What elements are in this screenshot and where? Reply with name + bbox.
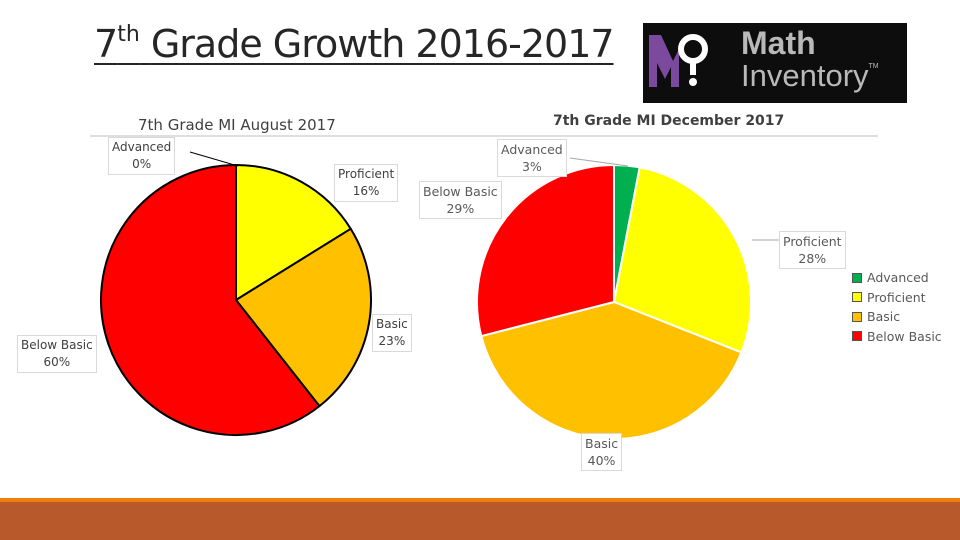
august-label-basic-value: 23% xyxy=(378,334,406,348)
december-label-basic: Basic 40% xyxy=(581,433,623,471)
december-label-proficient-name: Proficient xyxy=(783,234,842,249)
legend-item-advanced: Advanced xyxy=(852,268,942,288)
legend-swatch-advanced xyxy=(852,272,862,283)
august-slice-basic xyxy=(235,227,372,408)
legend-item-proficient: Proficient xyxy=(852,288,942,308)
title-superscript: th xyxy=(117,22,140,47)
legend-item-basic: Basic xyxy=(852,307,942,327)
math-inventory-logo: Math InventoryTM xyxy=(643,23,907,103)
logo-word-inventory: InventoryTM xyxy=(741,60,879,91)
legend-label-proficient: Proficient xyxy=(867,289,926,305)
august-label-basic-name: Basic xyxy=(376,317,408,331)
leader-lines xyxy=(189,151,779,241)
title-text: Grade Growth 2016-2017 xyxy=(150,22,615,66)
august-label-proficient: Proficient 16% xyxy=(334,164,399,202)
footer-accent-line xyxy=(0,498,960,502)
logo-word-inventory-text: Inventory xyxy=(741,58,869,93)
logo-text: Math InventoryTM xyxy=(741,27,879,91)
august-label-below-basic-name: Below Basic xyxy=(21,338,93,352)
august-pie xyxy=(100,164,372,436)
december-label-below-basic-value: 29% xyxy=(446,201,475,216)
august-label-advanced: Advanced 0% xyxy=(108,137,176,175)
december-label-below-basic-name: Below Basic xyxy=(423,184,498,199)
december-pie xyxy=(476,164,752,440)
august-label-proficient-value: 16% xyxy=(352,184,380,198)
legend-swatch-below-basic xyxy=(852,331,862,342)
footer-band xyxy=(0,502,960,540)
december-label-advanced-value: 3% xyxy=(521,159,542,174)
december-label-basic-name: Basic xyxy=(585,436,619,451)
august-slice-proficient xyxy=(235,164,352,301)
legend-swatch-basic xyxy=(852,311,862,322)
december-slice-proficient xyxy=(613,166,752,354)
legend-label-basic: Basic xyxy=(867,309,901,325)
legend-label-below-basic: Below Basic xyxy=(867,328,942,344)
logo-trademark: TM xyxy=(868,63,879,70)
legend-label-advanced: Advanced xyxy=(867,270,929,286)
december-label-advanced-name: Advanced xyxy=(501,142,563,157)
august-chart-title: 7th Grade MI August 2017 xyxy=(138,116,336,134)
december-label-proficient: Proficient 28% xyxy=(779,231,846,269)
title-number: 7 xyxy=(94,22,118,66)
logo-m-magnifier-icon xyxy=(649,34,708,87)
august-label-advanced-value: 0% xyxy=(132,157,152,171)
legend-item-below-basic: Below Basic xyxy=(852,327,942,347)
legend-swatch-proficient xyxy=(852,292,862,303)
december-label-basic-value: 40% xyxy=(587,453,616,468)
slide-title: 7th Grade Growth 2016-2017 xyxy=(94,22,615,66)
december-legend: Advanced Proficient Basic Below Basic xyxy=(852,268,942,346)
august-label-advanced-name: Advanced xyxy=(112,140,172,154)
august-leader-advanced xyxy=(189,151,239,167)
august-slice-below-basic xyxy=(100,164,321,436)
december-slice-below-basic xyxy=(476,164,615,338)
august-label-below-basic-value: 60% xyxy=(43,355,71,369)
december-chart-title: 7th Grade MI December 2017 xyxy=(553,113,785,129)
august-label-proficient-name: Proficient xyxy=(338,167,395,181)
logo-word-math: Math xyxy=(741,25,816,61)
august-label-basic: Basic 23% xyxy=(372,314,412,352)
august-label-below-basic: Below Basic 60% xyxy=(17,335,97,373)
december-leader-advanced xyxy=(569,157,629,167)
december-label-below-basic: Below Basic 29% xyxy=(419,181,502,219)
december-label-advanced: Advanced 3% xyxy=(497,139,567,177)
december-label-proficient-value: 28% xyxy=(798,251,827,266)
